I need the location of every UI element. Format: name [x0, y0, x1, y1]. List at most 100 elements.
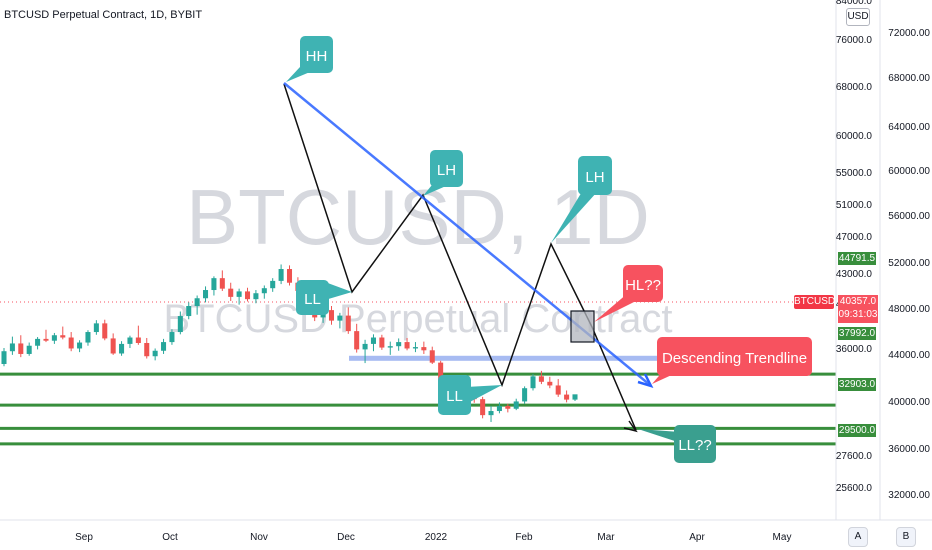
candle-body	[203, 290, 209, 299]
callout-hh[interactable]: HH	[286, 36, 333, 82]
candle-body	[354, 331, 360, 350]
candle-body	[404, 342, 410, 349]
left-price-axis[interactable]: 84000.0 76000.0 68000.0 60000.0 55000.0 51000…	[836, 0, 873, 494]
currency-label[interactable]: USD	[846, 8, 870, 26]
candle-body	[43, 338, 49, 341]
right-axis-tick-label: 68000.00	[888, 73, 930, 84]
callout-hh-label: HH	[306, 48, 328, 65]
callout-ll-2[interactable]: LL	[438, 375, 502, 415]
time-axis-tick-label: Feb	[515, 532, 533, 543]
candle-body	[194, 298, 200, 307]
candle-body	[135, 337, 141, 343]
left-axis-tick-label: 36000.0	[836, 344, 873, 355]
candle-body	[253, 293, 259, 300]
candle-body	[77, 342, 83, 349]
candle-body	[505, 406, 511, 409]
level-tag-2: 37992.0	[838, 327, 876, 340]
callout-lh-1[interactable]: LH	[423, 150, 463, 196]
right-axis-tick-label: 36000.00	[888, 444, 930, 455]
time-axis-tick-label: Mar	[597, 532, 615, 543]
secondary-axis-button[interactable]: B	[896, 527, 916, 547]
candle-body	[345, 315, 351, 332]
candle-body	[547, 381, 553, 386]
candle-body	[51, 335, 57, 341]
candle-body	[85, 332, 91, 343]
auto-scale-button[interactable]: A	[848, 527, 868, 547]
candle-body	[93, 323, 99, 333]
candle-body	[152, 350, 158, 357]
right-axis-tick-label: 56000.00	[888, 211, 930, 222]
callout-lh-2-label: LH	[585, 169, 604, 186]
callout-descending-trendline[interactable]: Descending Trendline	[652, 337, 812, 384]
candle-body	[370, 337, 376, 344]
callout-trendline-label: Descending Trendline	[662, 350, 807, 367]
right-axis-tick-label: 60000.00	[888, 166, 930, 177]
candle-body	[177, 316, 183, 333]
callout-ll-1-label: LL	[304, 291, 321, 308]
candle-body	[412, 347, 418, 349]
candle-body	[530, 376, 536, 389]
time-axis-tick-label: Nov	[250, 532, 268, 543]
candle-body	[219, 278, 225, 289]
candle-body	[496, 406, 502, 412]
candle-body	[278, 269, 284, 281]
candle-body	[438, 362, 444, 382]
right-price-axis[interactable]: 72000.00 68000.00 64000.00 60000.00 56000.00…	[888, 28, 930, 501]
candle-body	[555, 385, 561, 395]
candle-body	[186, 306, 192, 317]
symbol-price-tag: BTCUSD	[794, 295, 836, 309]
level-tag-3: 32903.0	[838, 378, 876, 391]
candle-body	[429, 350, 435, 363]
candle-body	[286, 269, 293, 283]
right-axis-tick-label: 72000.00	[888, 28, 930, 39]
trendline-arrow-icon	[637, 373, 654, 389]
level-tag-1: 44791.5	[838, 252, 876, 265]
right-axis-tick-label: 52000.00	[888, 258, 930, 269]
current-price-value: 40357.0	[839, 296, 877, 307]
description-watermark: BTCUSD Perpetual Contract	[163, 297, 672, 341]
candle-body	[421, 347, 427, 351]
left-axis-tick-label: 60000.0	[836, 131, 873, 142]
left-axis-tick-label: 43000.0	[836, 269, 873, 280]
callout-hl[interactable]: HL??	[594, 265, 663, 322]
candle-body	[337, 315, 343, 321]
callout-ll-3[interactable]: LL??	[638, 425, 716, 463]
candle-body	[261, 288, 267, 294]
candle-body	[102, 323, 108, 339]
chart-title: BTCUSD Perpetual Contract, 1D, BYBIT	[4, 9, 203, 21]
candle-body	[244, 291, 251, 300]
candle-body	[564, 394, 570, 400]
right-axis-tick-label: 40000.00	[888, 397, 930, 408]
candle-body	[379, 337, 385, 348]
candle-body	[538, 376, 544, 382]
time-axis[interactable]: Sep Oct Nov Dec 2022 Feb Mar Apr May	[75, 532, 791, 543]
left-axis-tick-label: 84000.0	[836, 0, 873, 7]
right-axis-tick-label: 44000.00	[888, 350, 930, 361]
candle-body	[270, 280, 276, 289]
candle-body	[396, 342, 402, 347]
time-axis-tick-label: Dec	[337, 532, 355, 543]
candle-body	[387, 346, 393, 348]
current-price-tag: 40357.0 09:31:03	[838, 295, 878, 323]
candle-body	[9, 343, 15, 352]
time-axis-tick-label: Oct	[162, 532, 178, 543]
hl-box[interactable]	[570, 310, 595, 343]
candle-body	[26, 345, 32, 354]
swing-arrow-icon	[623, 420, 638, 433]
time-axis-tick-label: 2022	[425, 532, 448, 543]
resistance-zone[interactable]	[349, 355, 750, 361]
left-axis-tick-label: 55000.0	[836, 168, 873, 179]
candle-body	[35, 338, 41, 346]
callout-ll-1[interactable]: LL	[296, 280, 352, 315]
candle-countdown: 09:31:03	[838, 309, 878, 320]
left-axis-tick-label: 47000.0	[836, 232, 873, 243]
callout-ll-3-label: LL??	[678, 437, 711, 454]
callout-ll-2-label: LL	[446, 388, 463, 405]
candle-body	[60, 335, 66, 338]
right-axis-tick-label: 32000.00	[888, 490, 930, 501]
candle-body	[522, 388, 528, 402]
candle-body	[228, 288, 234, 297]
left-axis-tick-label: 76000.0	[836, 35, 873, 46]
callout-lh-2[interactable]: LH	[551, 156, 612, 243]
